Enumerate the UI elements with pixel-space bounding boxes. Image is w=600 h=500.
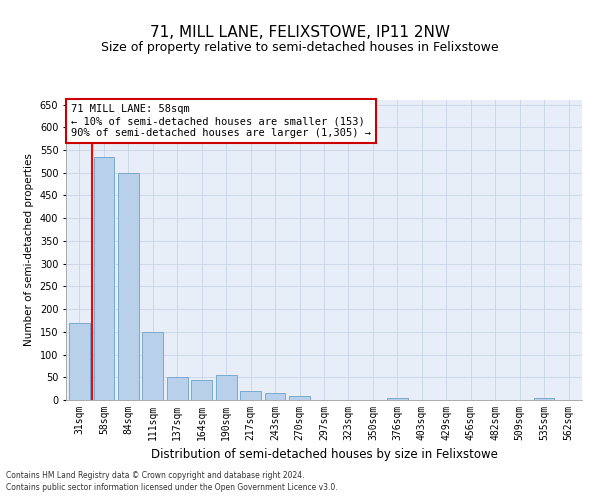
- Text: 71 MILL LANE: 58sqm
← 10% of semi-detached houses are smaller (153)
90% of semi-: 71 MILL LANE: 58sqm ← 10% of semi-detach…: [71, 104, 371, 138]
- Y-axis label: Number of semi-detached properties: Number of semi-detached properties: [24, 154, 34, 346]
- Bar: [118, 172, 139, 400]
- Text: Contains HM Land Registry data © Crown copyright and database right 2024.: Contains HM Land Registry data © Crown c…: [6, 470, 305, 480]
- Text: 71, MILL LANE, FELIXSTOWE, IP11 2NW: 71, MILL LANE, FELIXSTOWE, IP11 2NW: [150, 25, 450, 40]
- Text: Contains public sector information licensed under the Open Government Licence v3: Contains public sector information licen…: [6, 483, 338, 492]
- Bar: [191, 380, 212, 400]
- X-axis label: Distribution of semi-detached houses by size in Felixstowe: Distribution of semi-detached houses by …: [151, 448, 497, 462]
- Bar: [142, 332, 163, 400]
- Bar: [216, 375, 236, 400]
- Bar: [534, 398, 554, 400]
- Bar: [240, 391, 261, 400]
- Bar: [387, 398, 408, 400]
- Bar: [289, 396, 310, 400]
- Text: Size of property relative to semi-detached houses in Felixstowe: Size of property relative to semi-detach…: [101, 41, 499, 54]
- Bar: [167, 378, 188, 400]
- Bar: [94, 157, 114, 400]
- Bar: [265, 393, 286, 400]
- Bar: [69, 322, 90, 400]
